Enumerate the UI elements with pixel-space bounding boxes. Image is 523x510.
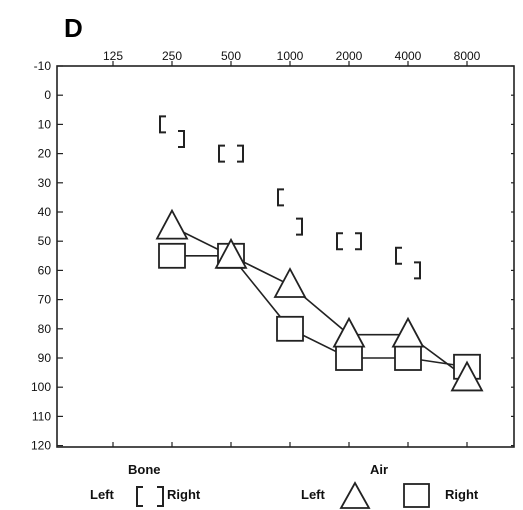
x-tick-label: 125 (103, 49, 123, 63)
y-tick-label: 110 (32, 409, 51, 423)
y-tick-label: 10 (38, 117, 52, 131)
air-left-triangle-marker (273, 267, 307, 298)
bone-right-bracket-marker (355, 232, 362, 251)
y-tick-label: 100 (31, 380, 51, 394)
x-tick-label: 250 (162, 49, 182, 63)
legend-air-title: Air (370, 462, 388, 477)
legend-bone-right-bracket-icon (157, 486, 164, 507)
series-line-air-right (172, 255, 468, 368)
air-right-square-marker (276, 315, 304, 342)
plot-frame (56, 65, 515, 448)
panel-label: D (64, 13, 83, 43)
air-left-triangle-marker (391, 316, 425, 348)
legend-bone-right-label: Right (167, 487, 201, 502)
y-tick-label: 90 (38, 351, 52, 365)
y-axis-ticks: -10 0 10 20 30 40 50 60 70 80 90 100 110 120 (31, 59, 514, 453)
air-left-triangle-marker (450, 360, 484, 392)
bone-left-bracket-marker (395, 246, 402, 265)
air-right-square-marker (394, 345, 422, 371)
bone-left-bracket-marker (159, 115, 166, 134)
y-tick-label: 20 (38, 147, 52, 161)
x-tick-label: 500 (221, 49, 241, 63)
x-tick-label: 1000 (277, 49, 304, 63)
legend-bone-title: Bone (128, 462, 161, 477)
y-tick-label: 70 (38, 293, 52, 307)
bone-left-bracket-marker (277, 188, 284, 207)
bone-left-bracket-marker (336, 232, 343, 251)
bone-right-bracket-marker (178, 130, 185, 148)
bone-right-bracket-marker (414, 261, 421, 280)
x-tick-label: 2000 (336, 49, 363, 63)
legend-air-left-triangle-icon (339, 481, 371, 509)
air-left-triangle-marker (155, 208, 189, 240)
series-lines (171, 225, 468, 380)
y-tick-label: -10 (34, 59, 52, 73)
x-tick-label: 4000 (395, 49, 422, 63)
air-left-triangle-marker (214, 237, 248, 269)
y-tick-label: 80 (38, 322, 52, 336)
series-line-air-left (171, 225, 468, 380)
air-right-square-marker (335, 345, 363, 371)
y-tick-label: 60 (38, 263, 52, 277)
legend-air-right-label: Right (445, 487, 479, 502)
legend-air-left-label: Left (301, 487, 326, 502)
bone-right-bracket-marker (296, 217, 303, 236)
y-tick-label: 40 (38, 205, 52, 219)
x-axis-ticks: 125 250 500 1000 2000 4000 8000 (103, 49, 481, 447)
air-left-triangle-marker (332, 316, 366, 348)
legend-bone-left-bracket-icon (136, 486, 143, 507)
series-markers (155, 115, 484, 392)
y-tick-label: 50 (38, 234, 52, 248)
legend: Bone Left Right Air Left Right (90, 462, 479, 509)
legend-air-right-square-icon (403, 483, 430, 508)
air-right-square-marker (158, 242, 186, 269)
x-tick-label: 8000 (454, 49, 481, 63)
legend-bone-left-label: Left (90, 487, 115, 502)
bone-left-bracket-marker (218, 144, 225, 163)
y-tick-label: 120 (31, 439, 51, 453)
y-tick-label: 0 (44, 88, 51, 102)
y-tick-label: 30 (38, 176, 52, 190)
bone-right-bracket-marker (237, 144, 244, 163)
